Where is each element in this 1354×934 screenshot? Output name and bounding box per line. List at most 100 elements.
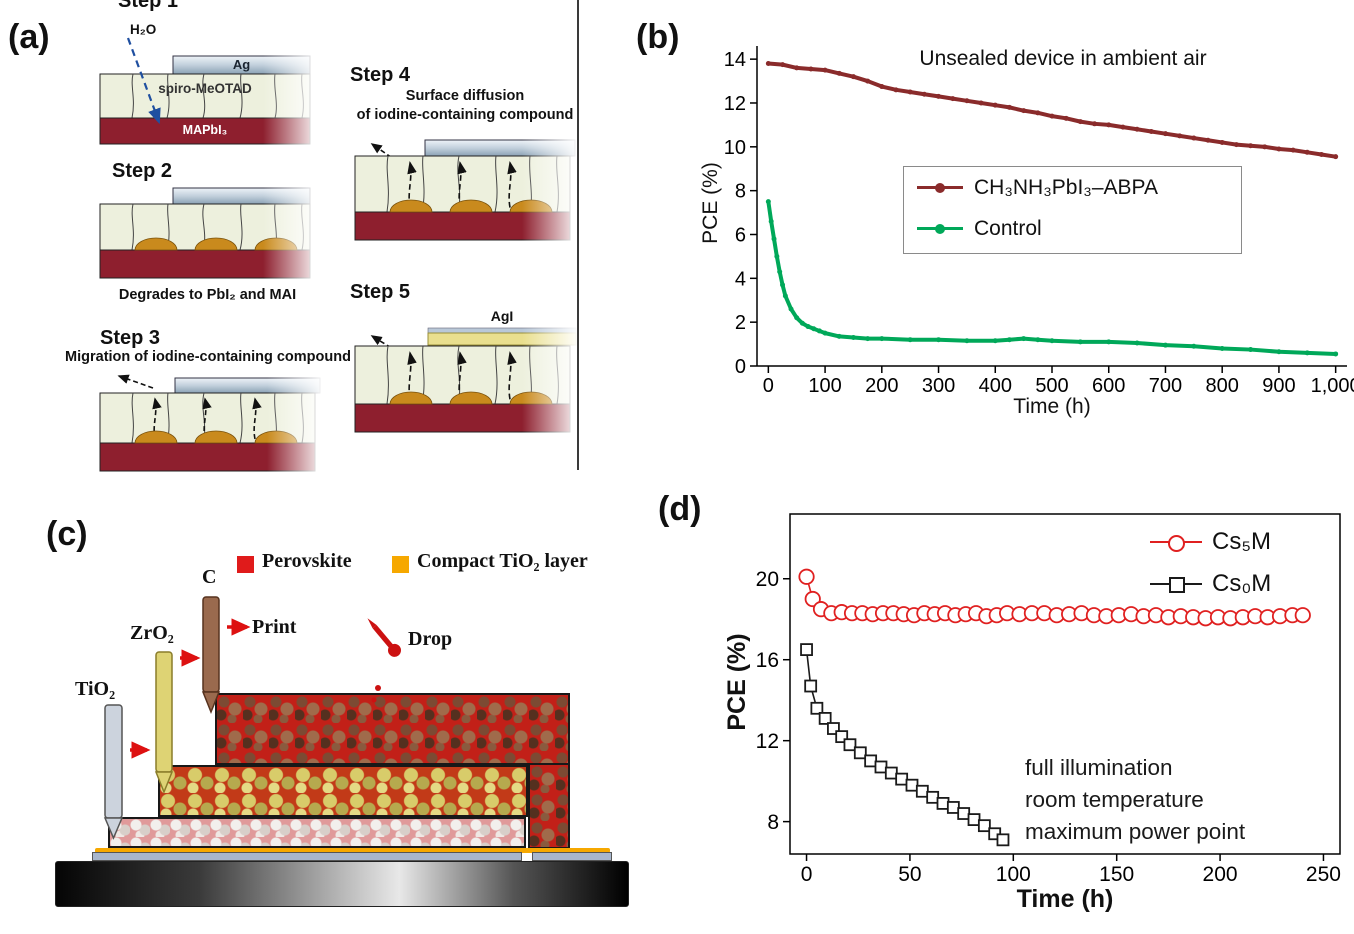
svg-text:600: 600 xyxy=(1092,375,1125,397)
cs0m-line-marker xyxy=(1150,577,1202,593)
panel-d-label: (d) xyxy=(658,490,702,528)
zro2-nozzle xyxy=(154,651,174,795)
panel-b-ylabel: PCE (%) xyxy=(699,162,722,244)
step3-title: Step 3 xyxy=(100,327,161,349)
svg-text:0: 0 xyxy=(801,863,813,886)
cs5m-circle-marker xyxy=(1168,534,1185,552)
legend-label-abpa: CH₃NH₃PbI₃–ABPA xyxy=(974,175,1158,199)
svg-text:700: 700 xyxy=(1149,375,1182,397)
legend-item-cs5m: Cs₅M xyxy=(1150,528,1271,556)
panel-b-label: (b) xyxy=(636,18,680,56)
panel-d-chart: 0 50 100 150 200 250 8 12 16 20 xyxy=(756,513,1341,886)
panel-d-ylabel: PCE (%) xyxy=(723,633,751,731)
control-line-marker xyxy=(917,223,963,234)
annotation-line-3: maximum power point xyxy=(1025,819,1246,844)
carbon-nozzle xyxy=(201,596,221,715)
svg-text:1,000: 1,000 xyxy=(1311,375,1354,397)
step1-h2o-label: H₂O xyxy=(130,22,157,37)
cs5m-line-marker xyxy=(1150,534,1202,552)
svg-text:0: 0 xyxy=(763,375,774,397)
drop-droplet-1 xyxy=(375,685,381,691)
control-dot-marker xyxy=(935,223,945,234)
svg-text:20: 20 xyxy=(756,568,779,591)
step1-ag-text: Ag xyxy=(232,57,251,72)
panel-b-title: Unsealed device in ambient air xyxy=(919,47,1207,70)
step4-caption-line1: Surface diffusion xyxy=(405,88,525,104)
step2-caption: Degrades to PbI₂ and MAI xyxy=(118,287,297,303)
svg-text:200: 200 xyxy=(1203,863,1238,886)
step1-title: Step 1 xyxy=(118,0,179,12)
svg-text:150: 150 xyxy=(1099,863,1134,886)
step3-escape-arrow xyxy=(117,374,154,389)
step3-device-svg xyxy=(99,372,325,472)
svg-text:300: 300 xyxy=(922,375,955,397)
drop-label: Drop xyxy=(408,628,453,650)
svg-text:8: 8 xyxy=(767,811,779,834)
svg-text:10: 10 xyxy=(724,137,746,159)
step4-caption-line2: of iodine-containing compound xyxy=(356,107,574,123)
step5-device-svg xyxy=(354,326,580,434)
svg-text:16: 16 xyxy=(756,649,779,672)
svg-text:500: 500 xyxy=(1035,375,1068,397)
svg-text:100: 100 xyxy=(996,863,1031,886)
dropper-icon xyxy=(367,618,401,657)
svg-text:4: 4 xyxy=(735,268,746,290)
fto-layer-left xyxy=(92,852,522,861)
compact-tio2-swatch xyxy=(392,556,409,573)
svg-text:14: 14 xyxy=(724,49,746,71)
c-nozzle-label: C xyxy=(202,566,217,588)
svg-text:12: 12 xyxy=(756,730,779,753)
step2-device-svg xyxy=(99,186,320,282)
abpa-dot-marker xyxy=(935,182,945,193)
svg-text:12: 12 xyxy=(724,93,746,115)
cs0m-square-marker xyxy=(1169,577,1185,593)
panel-d-annotation: full illumination room temperature maxim… xyxy=(1025,752,1245,848)
svg-text:2: 2 xyxy=(735,312,746,334)
svg-text:50: 50 xyxy=(898,863,921,886)
legend-item-abpa: CH₃NH₃PbI₃–ABPA xyxy=(904,167,1241,208)
annotation-line-2: room temperature xyxy=(1025,787,1204,812)
panel-b-chart: 0 100 200 300 400 500 600 700 800 900 1,000 0 2 4 6 8 10… xyxy=(724,46,1354,397)
step1-perovskite-text: MAPbI₃ xyxy=(182,123,228,137)
carbon-layer xyxy=(215,693,570,765)
panel-c-label: (c) xyxy=(46,515,88,553)
annotation-line-1: full illumination xyxy=(1025,755,1173,780)
step2-title: Step 2 xyxy=(112,160,173,182)
panel-a-divider xyxy=(577,0,579,470)
legend-label-compact-tio2: Compact TiO₂ layer xyxy=(417,550,588,572)
zro2-nozzle-label: ZrO₂ xyxy=(130,622,174,644)
substrate-bar xyxy=(55,861,629,907)
panel-b-legend: CH₃NH₃PbI₃–ABPA Control xyxy=(903,166,1242,254)
drop-droplet-2 xyxy=(371,697,377,703)
mesoporous-tio2-layer xyxy=(108,817,526,848)
carbon-layer-right xyxy=(528,765,570,849)
abpa-line-marker xyxy=(917,182,963,193)
step5-title: Step 5 xyxy=(350,281,411,303)
print-label: Print xyxy=(252,616,297,638)
h2o-ingress-arrow xyxy=(126,37,161,125)
step1-device-svg xyxy=(99,37,320,146)
svg-text:8: 8 xyxy=(735,181,746,203)
panel-b-xlabel: Time (h) xyxy=(1013,395,1091,418)
svg-text:6: 6 xyxy=(735,224,746,246)
compact-tio2-line xyxy=(95,848,610,853)
svg-text:0: 0 xyxy=(735,356,746,378)
panel-a-label: (a) xyxy=(8,18,50,56)
fto-layer-right xyxy=(532,852,612,861)
panel-c-overlay-svg xyxy=(103,596,401,840)
legend-label-control: Control xyxy=(974,216,1042,240)
svg-text:400: 400 xyxy=(979,375,1012,397)
tio2-nozzle-label: TiO₂ xyxy=(75,678,116,700)
step4-title: Step 4 xyxy=(350,64,411,86)
tio2-nozzle xyxy=(103,704,124,840)
step5-agi-text: AgI xyxy=(490,308,514,324)
svg-text:250: 250 xyxy=(1306,863,1341,886)
step4-device-svg xyxy=(354,136,580,242)
legend-label-cs0m: Cs₀M xyxy=(1212,570,1272,597)
svg-text:200: 200 xyxy=(865,375,898,397)
legend-label-cs5m: Cs₅M xyxy=(1212,528,1271,555)
legend-item-control: Control xyxy=(904,208,1241,249)
panel-d-xlabel: Time (h) xyxy=(1016,885,1114,913)
step3-caption: Migration of iodine-containing compound xyxy=(65,349,351,365)
